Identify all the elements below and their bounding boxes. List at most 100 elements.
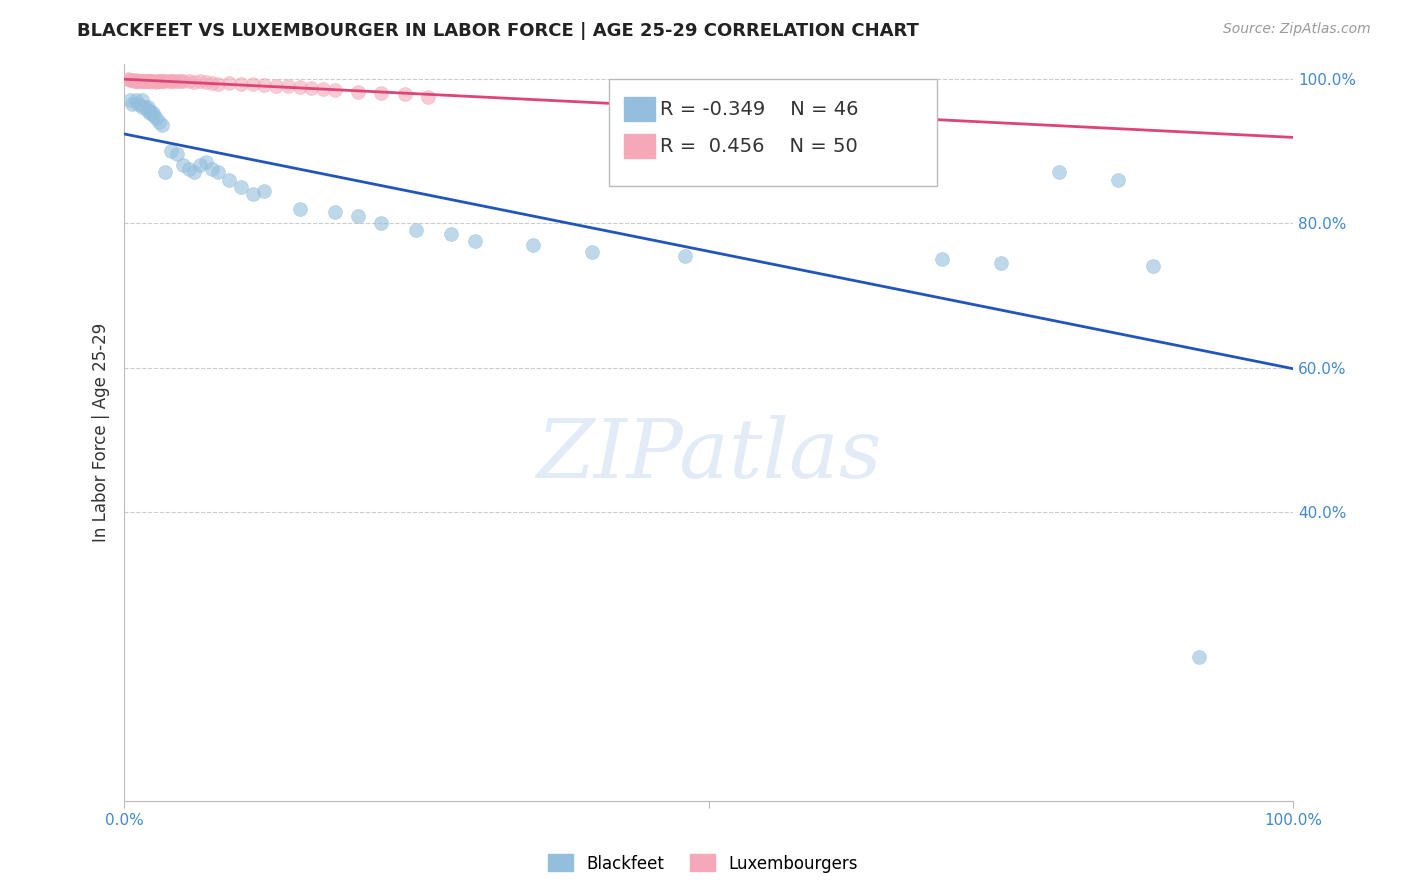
Point <box>183 165 205 179</box>
Point <box>125 73 148 87</box>
Point <box>127 73 149 87</box>
Point <box>207 77 229 91</box>
Text: R = -0.349    N = 46: R = -0.349 N = 46 <box>659 100 858 120</box>
Point <box>162 74 184 88</box>
Point <box>288 80 311 95</box>
Point <box>131 100 153 114</box>
Text: R =  0.456    N = 50: R = 0.456 N = 50 <box>659 137 858 156</box>
Point <box>142 108 165 122</box>
Point <box>990 256 1012 270</box>
Point <box>121 73 143 87</box>
Point <box>464 234 486 248</box>
Text: BLACKFEET VS LUXEMBOURGER IN LABOR FORCE | AGE 25-29 CORRELATION CHART: BLACKFEET VS LUXEMBOURGER IN LABOR FORCE… <box>77 22 920 40</box>
Point <box>125 93 148 107</box>
Point <box>136 74 159 88</box>
Point <box>195 154 218 169</box>
Point <box>146 74 169 88</box>
Point <box>131 93 153 107</box>
Point <box>148 115 170 129</box>
Point <box>120 73 142 87</box>
Point <box>1107 172 1129 186</box>
Point <box>242 187 264 202</box>
Point <box>127 96 149 111</box>
Point <box>1188 649 1211 664</box>
Point <box>405 223 427 237</box>
Point <box>277 79 299 94</box>
Point <box>229 77 252 91</box>
Point <box>253 184 276 198</box>
Point <box>136 73 159 87</box>
Point <box>160 144 183 158</box>
Point <box>120 93 142 107</box>
Point <box>157 74 180 88</box>
Point <box>117 71 139 86</box>
Point <box>673 248 696 262</box>
Point <box>166 147 188 161</box>
Point <box>169 74 191 88</box>
Point <box>218 172 240 186</box>
Point <box>150 73 173 87</box>
Point <box>188 74 211 88</box>
Point <box>150 119 173 133</box>
Point <box>440 227 463 241</box>
Point <box>131 74 153 88</box>
Point <box>288 202 311 216</box>
Point <box>347 209 370 223</box>
Point <box>522 237 544 252</box>
Point <box>160 73 183 87</box>
Point <box>134 100 156 114</box>
Point <box>145 75 167 89</box>
Point <box>1142 260 1164 274</box>
Point <box>142 73 165 87</box>
Point <box>125 73 148 87</box>
Point <box>136 103 159 118</box>
Point <box>121 96 143 111</box>
Point <box>166 73 188 87</box>
Point <box>177 74 200 88</box>
Text: ZIPatlas: ZIPatlas <box>536 415 882 495</box>
Point <box>218 76 240 90</box>
Point <box>931 252 953 267</box>
Point <box>148 74 170 88</box>
Point <box>394 87 416 102</box>
Point <box>134 74 156 88</box>
Point <box>177 161 200 176</box>
Point <box>172 158 194 172</box>
Point <box>145 112 167 126</box>
Point <box>128 74 150 88</box>
Point <box>188 158 211 172</box>
Point <box>581 244 603 259</box>
FancyBboxPatch shape <box>609 78 936 186</box>
FancyBboxPatch shape <box>624 97 655 120</box>
Point <box>152 74 174 88</box>
Point <box>299 81 322 95</box>
Point <box>153 73 176 87</box>
Point <box>416 89 439 103</box>
Point <box>195 75 218 89</box>
Point <box>142 106 165 120</box>
Point <box>370 86 392 100</box>
Point <box>323 205 346 219</box>
Point <box>207 165 229 179</box>
Text: Source: ZipAtlas.com: Source: ZipAtlas.com <box>1223 22 1371 37</box>
Point <box>1047 165 1070 179</box>
Point <box>139 103 162 118</box>
Point <box>347 85 370 99</box>
Point <box>153 165 176 179</box>
Point <box>122 73 145 87</box>
Point <box>201 161 224 176</box>
Point <box>136 100 159 114</box>
Point <box>229 180 252 194</box>
Point <box>201 76 224 90</box>
Point <box>242 77 264 91</box>
Point <box>312 82 335 96</box>
Point <box>370 216 392 230</box>
Y-axis label: In Labor Force | Age 25-29: In Labor Force | Age 25-29 <box>93 323 110 542</box>
Point <box>253 78 276 92</box>
Legend: Blackfeet, Luxembourgers: Blackfeet, Luxembourgers <box>541 847 865 880</box>
FancyBboxPatch shape <box>624 134 655 158</box>
Point <box>172 74 194 88</box>
Point <box>131 73 153 87</box>
Point <box>183 75 205 89</box>
Point <box>139 106 162 120</box>
